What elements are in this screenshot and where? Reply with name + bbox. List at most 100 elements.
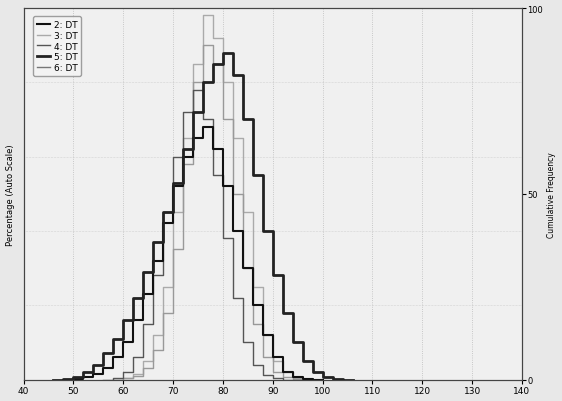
3: DT: (72, 6.5): DT: (72, 6.5) [180,136,187,141]
4: DT: (56, 0): DT: (56, 0) [100,377,107,382]
6: DT: (88, 0.6): DT: (88, 0.6) [260,355,266,360]
Line: 3: DT: 3: DT [114,16,312,380]
4: DT: (64, 1.5): DT: (64, 1.5) [140,322,147,326]
4: DT: (82, 3.8): DT: (82, 3.8) [229,236,236,241]
6: DT: (72, 3.5): DT: (72, 3.5) [180,247,187,252]
6: DT: (68, 1.8): DT: (68, 1.8) [160,310,166,315]
4: DT: (58, 0): DT: (58, 0) [110,377,117,382]
3: DT: (86, 2.5): DT: (86, 2.5) [250,285,256,290]
6: DT: (76, 9): DT: (76, 9) [200,44,206,49]
3: DT: (64, 0.15): DT: (64, 0.15) [140,372,147,377]
6: DT: (78, 9): DT: (78, 9) [210,44,216,49]
5: DT: (50, 0.08): DT: (50, 0.08) [70,374,77,379]
4: DT: (74, 7.2): DT: (74, 7.2) [189,110,196,115]
3: DT: (96, 0.05): DT: (96, 0.05) [300,375,306,380]
5: DT: (62, 1.6): DT: (62, 1.6) [130,318,137,323]
3: DT: (92, 0.2): DT: (92, 0.2) [279,370,286,375]
4: DT: (88, 0.12): DT: (88, 0.12) [260,373,266,377]
4: DT: (74, 7.8): DT: (74, 7.8) [189,88,196,93]
6: DT: (98, 0): DT: (98, 0) [309,377,316,382]
3: DT: (74, 6.5): DT: (74, 6.5) [189,136,196,141]
6: DT: (74, 5.8): DT: (74, 5.8) [189,162,196,167]
4: DT: (76, 7): DT: (76, 7) [200,118,206,123]
3: DT: (94, 0.2): DT: (94, 0.2) [289,370,296,375]
Line: 4: DT: 4: DT [103,91,293,380]
3: DT: (76, 8.5): DT: (76, 8.5) [200,62,206,67]
3: DT: (60, 0.05): DT: (60, 0.05) [120,375,126,380]
6: DT: (70, 3.5): DT: (70, 3.5) [170,247,176,252]
4: DT: (84, 2.2): DT: (84, 2.2) [239,296,246,300]
Legend: 2: DT, 3: DT, 4: DT, 5: DT, 6: DT: 2: DT, 3: DT, 4: DT, 5: DT, 6: DT [33,17,81,77]
6: DT: (60, 0.03): DT: (60, 0.03) [120,376,126,381]
3: DT: (58, 0): DT: (58, 0) [110,377,117,382]
Line: 5: DT: 5: DT [53,53,352,380]
2: DT: (100, 0): DT: (100, 0) [319,377,326,382]
6: DT: (90, 0.6): DT: (90, 0.6) [269,355,276,360]
4: DT: (76, 7.8): DT: (76, 7.8) [200,88,206,93]
3: DT: (68, 2.5): DT: (68, 2.5) [160,285,166,290]
4: DT: (86, 1): DT: (86, 1) [250,340,256,345]
3: DT: (90, 0.5): DT: (90, 0.5) [269,358,276,363]
5: DT: (106, 0): DT: (106, 0) [349,377,356,382]
6: DT: (74, 8): DT: (74, 8) [189,81,196,85]
4: DT: (62, 0.6): DT: (62, 0.6) [130,355,137,360]
6: DT: (66, 0.8): DT: (66, 0.8) [150,348,157,352]
Y-axis label: Percentage (Auto Scale): Percentage (Auto Scale) [6,144,15,245]
4: DT: (94, 0): DT: (94, 0) [289,377,296,382]
3: DT: (78, 9.8): DT: (78, 9.8) [210,14,216,19]
6: DT: (90, 0.2): DT: (90, 0.2) [269,370,276,375]
4: DT: (80, 5.5): DT: (80, 5.5) [220,173,226,178]
4: DT: (72, 6): DT: (72, 6) [180,155,187,160]
6: DT: (92, 0.2): DT: (92, 0.2) [279,370,286,375]
3: DT: (62, 0.15): DT: (62, 0.15) [130,372,137,377]
4: DT: (66, 2.8): DT: (66, 2.8) [150,273,157,278]
3: DT: (66, 1.2): DT: (66, 1.2) [150,333,157,338]
5: DT: (80, 8.8): DT: (80, 8.8) [220,51,226,56]
4: DT: (94, 0): DT: (94, 0) [289,377,296,382]
2: DT: (48, 0): DT: (48, 0) [60,377,67,382]
6: DT: (94, 0.01): DT: (94, 0.01) [289,377,296,382]
3: DT: (80, 9.2): DT: (80, 9.2) [220,36,226,41]
3: DT: (88, 2.5): DT: (88, 2.5) [260,285,266,290]
6: DT: (80, 8.5): DT: (80, 8.5) [220,62,226,67]
6: DT: (58, 0): DT: (58, 0) [110,377,117,382]
4: DT: (66, 1.5): DT: (66, 1.5) [150,322,157,326]
6: DT: (72, 5.8): DT: (72, 5.8) [180,162,187,167]
4: DT: (62, 0.2): DT: (62, 0.2) [130,370,137,375]
6: DT: (86, 1.5): DT: (86, 1.5) [250,322,256,326]
2: DT: (80, 5.2): DT: (80, 5.2) [220,184,226,189]
3: DT: (80, 8): DT: (80, 8) [220,81,226,85]
2: DT: (76, 6.8): DT: (76, 6.8) [200,125,206,130]
4: DT: (68, 2.8): DT: (68, 2.8) [160,273,166,278]
4: DT: (92, 0): DT: (92, 0) [279,377,286,382]
4: DT: (84, 1): DT: (84, 1) [239,340,246,345]
5: DT: (100, 0.2): DT: (100, 0.2) [319,370,326,375]
3: DT: (70, 2.5): DT: (70, 2.5) [170,285,176,290]
3: DT: (94, 0.05): DT: (94, 0.05) [289,375,296,380]
3: DT: (64, 0.5): DT: (64, 0.5) [140,358,147,363]
2: DT: (68, 3.2): DT: (68, 3.2) [160,259,166,263]
3: DT: (88, 1.2): DT: (88, 1.2) [260,333,266,338]
3: DT: (72, 4.5): DT: (72, 4.5) [180,211,187,215]
Y-axis label: Cumulative Frequency: Cumulative Frequency [547,152,556,237]
6: DT: (62, 0.1): DT: (62, 0.1) [130,373,137,378]
6: DT: (86, 3): DT: (86, 3) [250,266,256,271]
4: DT: (90, 0.03): DT: (90, 0.03) [269,376,276,381]
6: DT: (82, 5): DT: (82, 5) [229,192,236,197]
3: DT: (78, 9.2): DT: (78, 9.2) [210,36,216,41]
5: DT: (58, 0.7): DT: (58, 0.7) [110,351,117,356]
6: DT: (96, 0.01): DT: (96, 0.01) [300,377,306,382]
3: DT: (66, 0.5): DT: (66, 0.5) [150,358,157,363]
6: DT: (70, 1.8): DT: (70, 1.8) [170,310,176,315]
3: DT: (70, 4.5): DT: (70, 4.5) [170,211,176,215]
3: DT: (58, 0): DT: (58, 0) [110,377,117,382]
4: DT: (86, 0.4): DT: (86, 0.4) [250,363,256,367]
6: DT: (58, 0): DT: (58, 0) [110,377,117,382]
3: DT: (82, 6.5): DT: (82, 6.5) [229,136,236,141]
3: DT: (92, 0.5): DT: (92, 0.5) [279,358,286,363]
Line: 2: DT: 2: DT [64,128,323,380]
4: DT: (60, 0.2): DT: (60, 0.2) [120,370,126,375]
3: DT: (84, 4.5): DT: (84, 4.5) [239,211,246,215]
3: DT: (98, 0): DT: (98, 0) [309,377,316,382]
4: DT: (72, 7.2): DT: (72, 7.2) [180,110,187,115]
